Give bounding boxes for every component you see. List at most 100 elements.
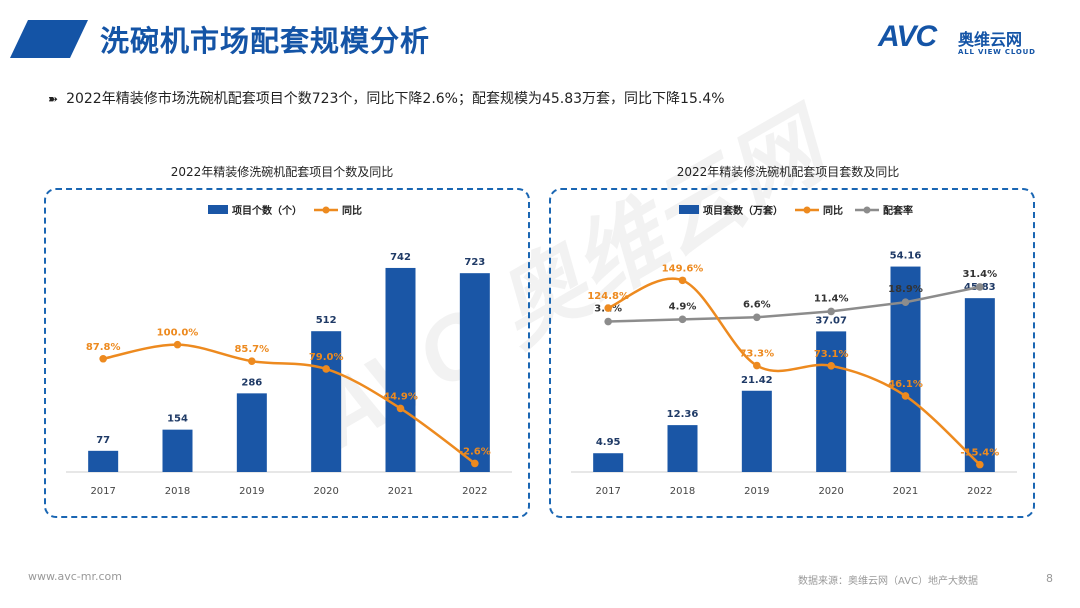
bar-value-label: 21.42 <box>741 375 773 386</box>
bar-value-label: 286 <box>241 377 262 388</box>
rate-line-path <box>608 285 981 323</box>
bar-value-label: 77 <box>96 435 110 446</box>
legend-bar-swatch <box>208 205 228 214</box>
rate-line-point <box>604 317 612 326</box>
footer-url: www.avc-mr.com <box>28 570 122 583</box>
x-tick-label: 2021 <box>893 486 918 497</box>
rate-line-value-label: 18.9% <box>888 284 923 295</box>
rate-line-value-label: 31.4% <box>962 269 997 280</box>
yoy-line-point <box>678 276 687 285</box>
chart2-panel: 项目套数（万套）同比配套率4.9512.3621.4237.0754.1645.… <box>549 188 1035 518</box>
bar <box>459 273 490 472</box>
x-tick-label: 2018 <box>165 486 190 497</box>
x-tick-label: 2019 <box>744 486 769 497</box>
logo-en-text: ALL VIEW CLOUD <box>958 48 1036 56</box>
yoy-line-value-label: 73.3% <box>739 349 774 360</box>
yoy-line-point <box>901 392 910 400</box>
chart1-svg: 项目个数（个） 同比 77 154 286 512 742 723 2017 2018 2019 20… <box>66 204 512 497</box>
bar-value-label: 12.36 <box>667 409 699 420</box>
bar <box>964 298 995 472</box>
x-tick-label: 2018 <box>670 486 695 497</box>
yoy-line-value-label: 44.9% <box>383 391 418 402</box>
legend-line-marker <box>322 206 330 214</box>
legend-line-marker <box>803 206 811 214</box>
yoy-line-point <box>248 357 256 365</box>
x-tick-label: 2020 <box>818 486 843 497</box>
bar-value-label: 742 <box>390 252 411 263</box>
yoy-line-point <box>604 304 612 312</box>
logo-cn-text: 奥维云网 <box>958 30 1023 49</box>
bar <box>385 267 416 472</box>
bar <box>667 425 698 472</box>
yoy-line-point <box>173 340 182 349</box>
yoy-line-value-label: 85.7% <box>234 344 269 355</box>
bar <box>593 453 624 472</box>
yoy-line-value-label: 79.0% <box>309 352 344 363</box>
yoy-line-point <box>471 459 479 468</box>
bar <box>88 450 119 472</box>
bar-value-label: 512 <box>316 315 337 326</box>
rate-line-point <box>901 298 910 307</box>
yoy-line-value-label: 100.0% <box>157 328 199 339</box>
legend-label: 配套率 <box>883 204 913 217</box>
bar <box>741 390 772 472</box>
bar <box>162 429 193 472</box>
yoy-line-value-label: -15.4% <box>960 448 999 459</box>
page-number: 8 <box>1046 572 1053 585</box>
rate-line-point <box>976 283 984 291</box>
summary-line: ➽ 2022年精装修市场洗碗机配套项目个数723个，同比下降2.6%；配套规模为4… <box>48 88 725 108</box>
x-tick-label: 2022 <box>462 486 487 497</box>
summary-text: 2022年精装修市场洗碗机配套项目个数723个，同比下降2.6%；配套规模为45… <box>66 91 725 107</box>
page-title: 洗碗机市场配套规模分析 <box>100 24 431 58</box>
x-tick-label: 2022 <box>967 486 992 497</box>
legend-label: 同比 <box>342 204 362 217</box>
legend-label: 同比 <box>823 204 843 217</box>
bar-value-label: 37.07 <box>815 315 847 326</box>
bar <box>311 331 342 472</box>
yoy-line-point <box>396 404 405 413</box>
bar <box>890 266 921 472</box>
yoy-line-value-label: 124.8% <box>587 291 629 302</box>
rate-line-value-label: 11.4% <box>814 293 849 304</box>
yoy-line-value-label: 149.6% <box>662 263 704 274</box>
brand-logo: AVC 奥维云网 ALL VIEW CLOUD <box>878 20 1048 62</box>
bar <box>816 331 847 472</box>
chart1-panel: 项目个数（个） 同比 77 154 286 512 742 723 2017 2018 2019 20… <box>44 188 530 518</box>
chart1-title: 2022年精装修洗碗机配套项目个数及同比 <box>170 165 394 179</box>
yoy-line-value-label: -2.6% <box>459 446 491 457</box>
bar-value-label: 4.95 <box>596 437 621 448</box>
yoy-line-point <box>753 361 761 370</box>
yoy-line-path <box>607 277 981 466</box>
yoy-line-point <box>322 365 330 373</box>
bar-value-label: 723 <box>464 257 485 268</box>
rate-line-point <box>678 315 687 324</box>
yoy-line-value-label: 46.1% <box>888 379 923 390</box>
yoy-line-point <box>827 361 835 370</box>
bar <box>236 393 267 472</box>
bullet-arrow-icon: ➽ <box>48 92 59 106</box>
bar-value-label: 54.16 <box>890 251 922 262</box>
legend-line-marker <box>863 206 871 214</box>
x-tick-label: 2017 <box>90 486 115 497</box>
yoy-line-value-label: 87.8% <box>86 342 121 353</box>
rate-line-point <box>827 307 835 316</box>
legend-label: 项目个数（个） <box>232 204 302 217</box>
rate-line-point <box>753 313 761 322</box>
x-tick-label: 2020 <box>313 486 338 497</box>
legend-label: 项目套数（万套） <box>703 204 783 217</box>
x-tick-label: 2021 <box>388 486 413 497</box>
yoy-line-value-label: 73.1% <box>814 349 849 360</box>
chart2-title: 2022年精装修洗碗机配套项目套数及同比 <box>676 165 900 179</box>
header-decoration <box>10 20 88 58</box>
logo-mark: AVC <box>878 20 937 53</box>
footer-source: 数据来源：奥维云网（AVC）地产大数据 <box>798 576 979 587</box>
yoy-line-point <box>976 460 984 469</box>
x-tick-label: 2017 <box>595 486 620 497</box>
yoy-line-point <box>99 354 107 363</box>
yoy-line-path <box>102 343 476 465</box>
x-tick-label: 2019 <box>239 486 264 497</box>
bar-value-label: 154 <box>167 414 188 425</box>
chart2-svg: 项目套数（万套）同比配套率4.9512.3621.4237.0754.1645.… <box>571 204 1017 497</box>
rate-line-value-label: 6.6% <box>743 299 771 310</box>
legend-bar-swatch <box>679 205 699 214</box>
